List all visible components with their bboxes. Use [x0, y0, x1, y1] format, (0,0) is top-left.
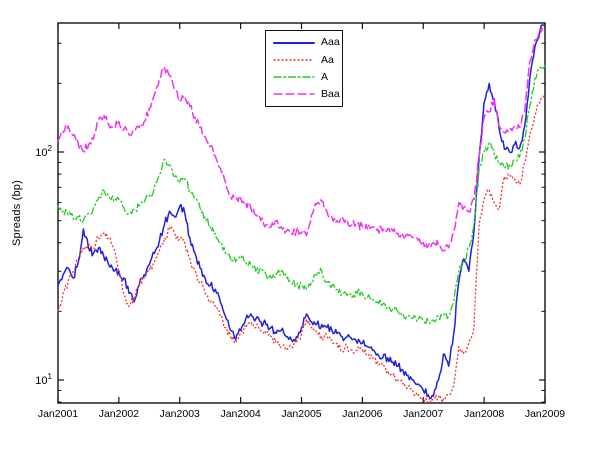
legend-entry-baa: Baa	[272, 87, 342, 102]
x-tick-label: Jan2007	[403, 408, 443, 420]
legend-line-sample-aa	[273, 59, 315, 61]
x-tick-label: Jan2009	[525, 408, 565, 420]
legend-label-baa: Baa	[321, 88, 340, 101]
y-tick-label: 101	[35, 372, 52, 387]
series-line-baa	[57, 25, 546, 252]
legend-line-sample-a	[273, 76, 315, 78]
legend-entry-aa: Aa	[272, 52, 342, 67]
x-tick-label: Jan2004	[220, 408, 260, 420]
legend-entry-aaa: Aaa	[272, 35, 342, 50]
x-tick-label: Jan2003	[160, 408, 200, 420]
legend-line-sample-aaa	[273, 41, 315, 44]
series-line-aa	[57, 95, 546, 404]
legend-entry-a: A	[272, 70, 342, 85]
legend-box: Aaa Aa A Baa	[265, 30, 343, 107]
legend-line-sample-baa	[273, 93, 315, 96]
x-tick-label: Jan2001	[38, 408, 78, 420]
x-tick-label: Jan2002	[99, 408, 139, 420]
legend-label-a: A	[321, 70, 329, 83]
x-tick-label: Jan2008	[464, 408, 504, 420]
y-axis-label: Spreads (bp)	[11, 180, 23, 246]
x-tick-label: Jan2006	[342, 408, 382, 420]
legend-label-aaa: Aaa	[321, 36, 340, 49]
legend-label-aa: Aa	[321, 53, 334, 66]
series-line-a	[57, 64, 546, 326]
x-tick-label: Jan2005	[281, 408, 321, 420]
y-tick-label: 102	[35, 144, 52, 159]
